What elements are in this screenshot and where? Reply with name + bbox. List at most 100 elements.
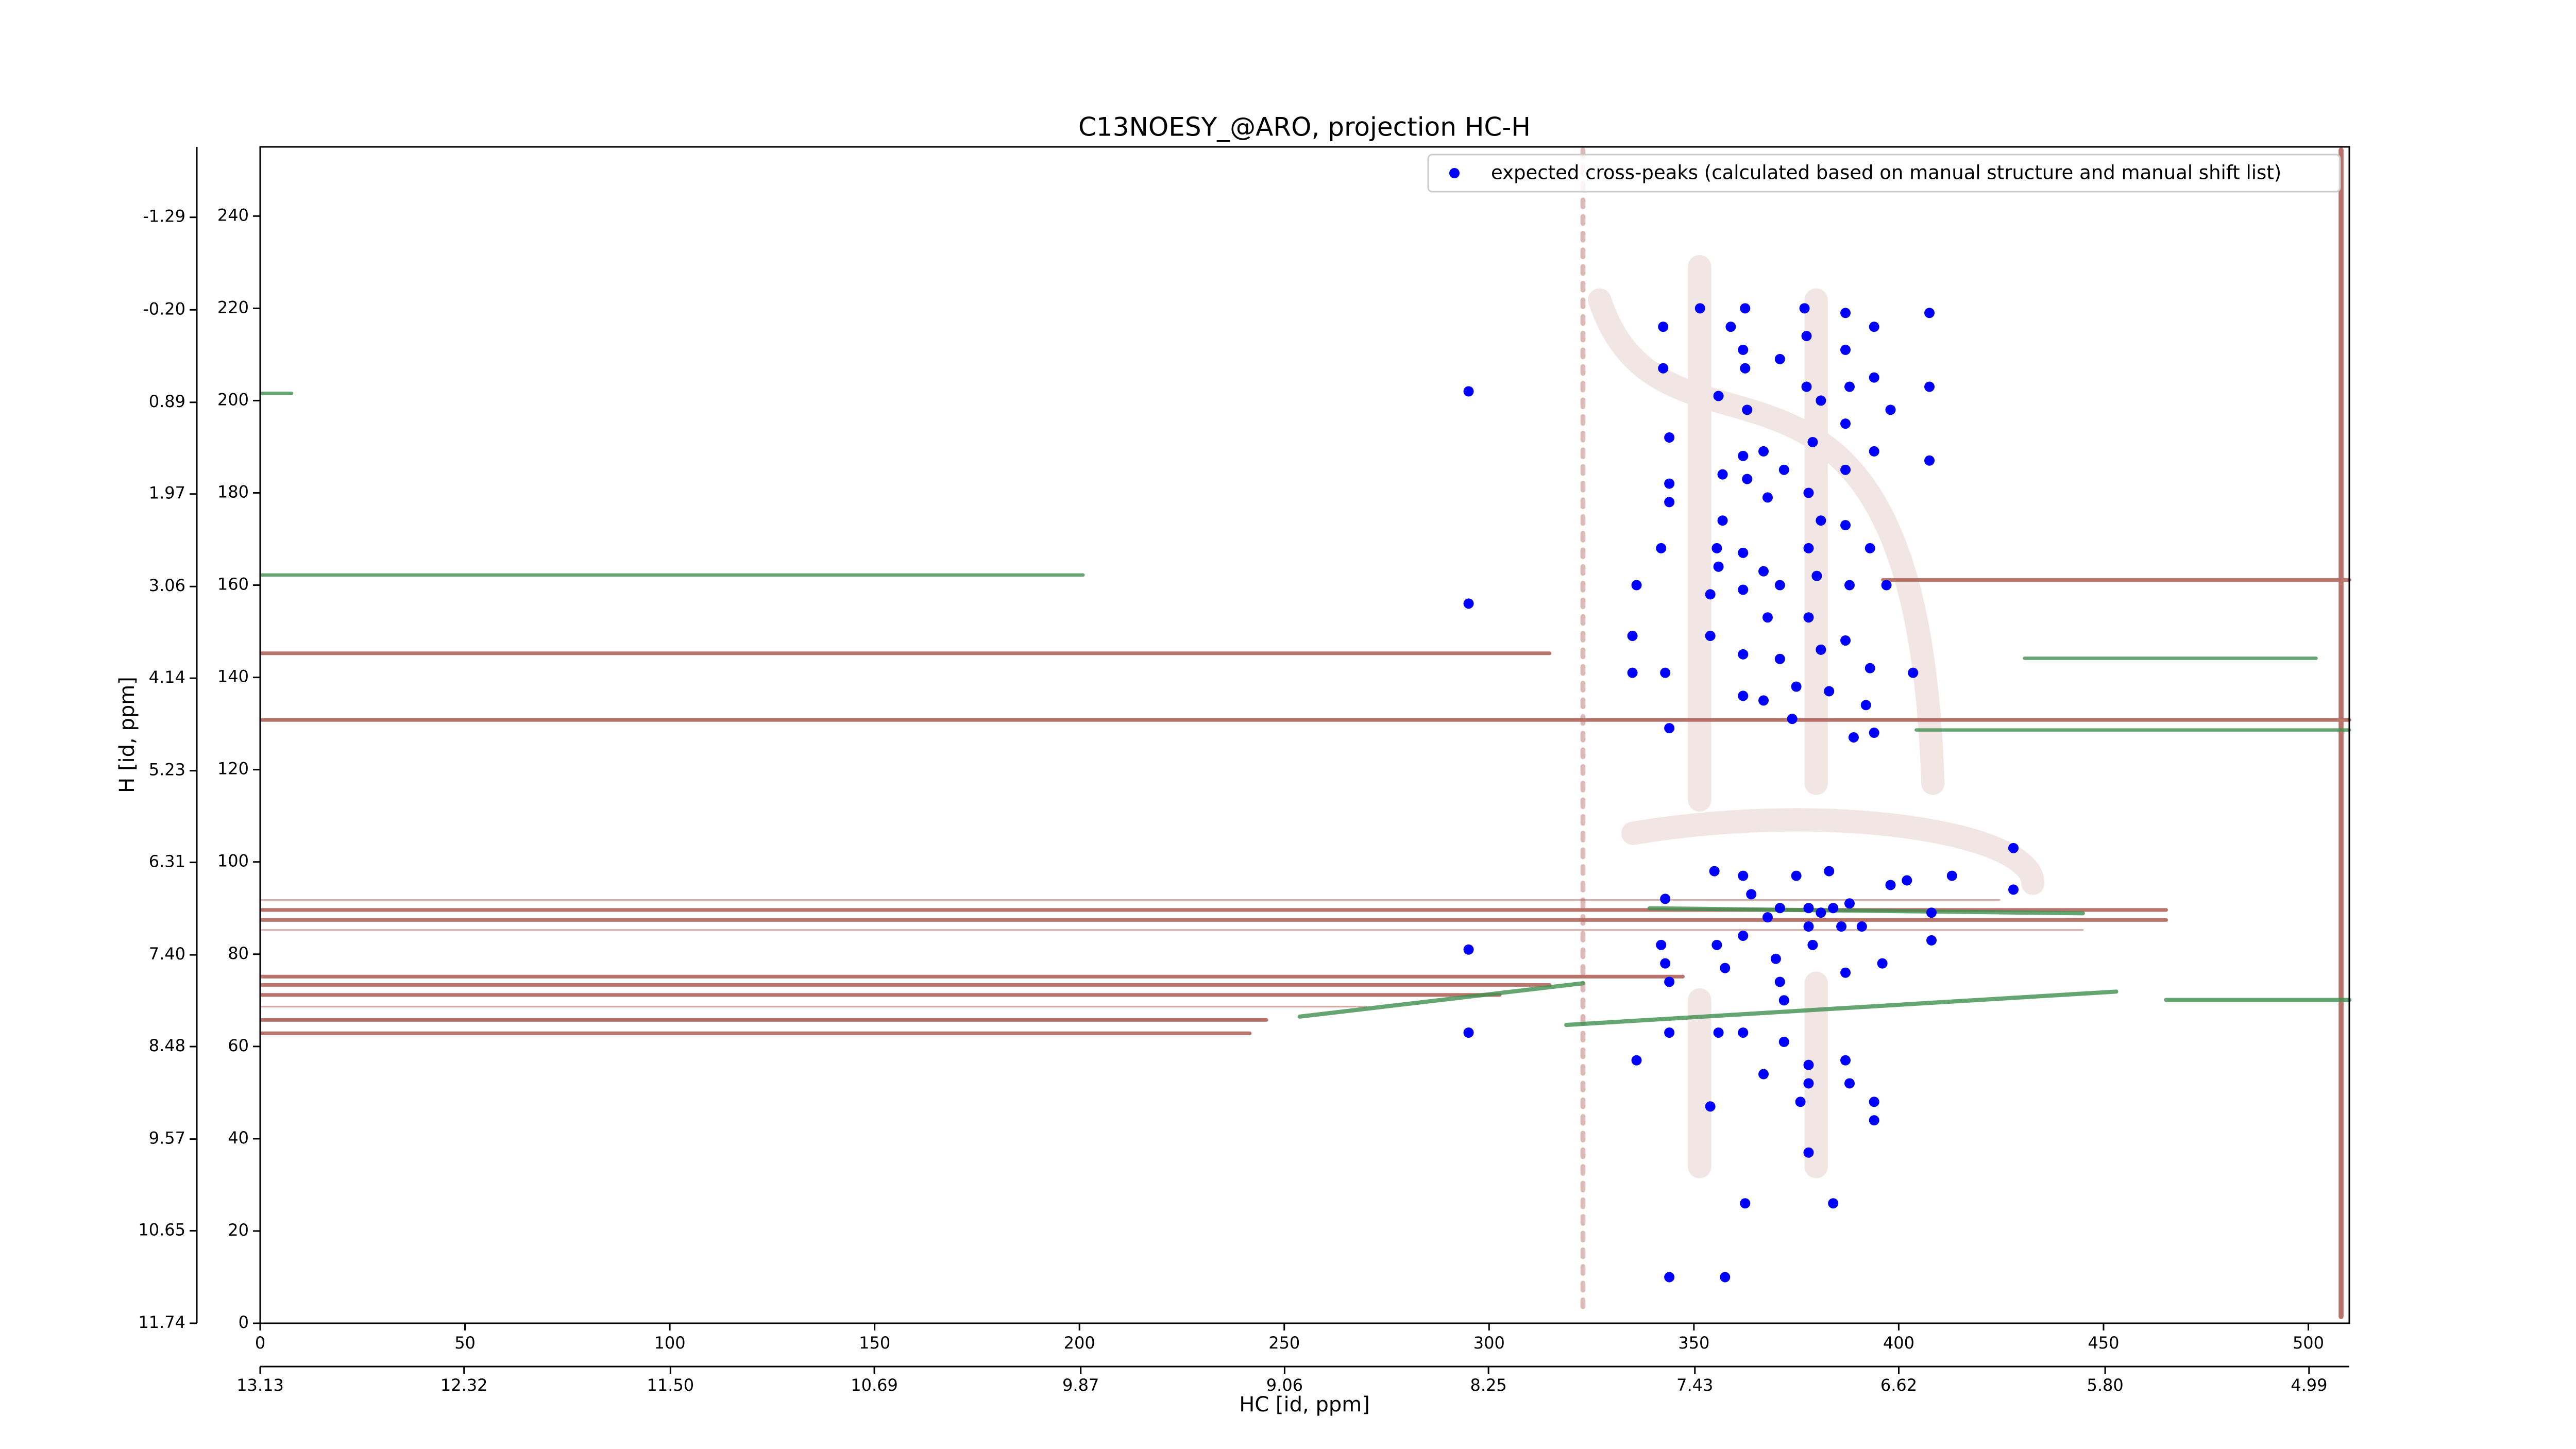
- cross-peak: [1856, 921, 1867, 932]
- cross-peak: [1738, 1027, 1749, 1038]
- x-tick-label: 0: [255, 1333, 265, 1353]
- cross-peak: [1924, 308, 1935, 318]
- cross-peak: [1705, 1101, 1716, 1112]
- plot-area: [260, 147, 2349, 1323]
- legend-label: expected cross-peaks (calculated based o…: [1491, 162, 2281, 184]
- cross-peak: [1694, 303, 1705, 314]
- cross-peak: [1711, 543, 1722, 553]
- x-tick-label: 400: [1883, 1333, 1914, 1353]
- cross-peak: [1774, 653, 1785, 664]
- cross-peak: [1869, 372, 1879, 383]
- cross-peak: [1840, 1055, 1851, 1066]
- y2-tick-label: 4.14: [149, 667, 185, 687]
- cross-peak: [1762, 612, 1773, 623]
- y2-tick-label: 6.31: [149, 852, 185, 871]
- x-tick-label: 450: [2088, 1333, 2119, 1353]
- y2-tick-label: 7.40: [149, 944, 185, 964]
- cross-peak: [1463, 944, 1474, 955]
- x2-tick-label: 13.13: [236, 1375, 284, 1395]
- x-tick-label: 300: [1473, 1333, 1505, 1353]
- cross-peak: [1758, 566, 1769, 577]
- cross-peak: [1664, 432, 1675, 443]
- cross-peak: [1738, 870, 1749, 881]
- cross-peak: [1631, 580, 1642, 591]
- y2-tick-label: 10.65: [138, 1220, 185, 1239]
- cross-peak: [1860, 700, 1871, 711]
- cross-peak: [1816, 644, 1826, 655]
- x2-tick-label: 10.69: [851, 1375, 898, 1395]
- cross-peak: [1738, 547, 1749, 558]
- cross-peak: [1664, 1272, 1675, 1283]
- cross-peak: [1770, 953, 1781, 964]
- cross-peak: [1795, 1097, 1806, 1107]
- cross-peak: [1762, 912, 1773, 923]
- cross-peak: [1885, 405, 1896, 415]
- y-tick-label: 0: [239, 1312, 249, 1332]
- cross-peak: [1803, 1078, 1814, 1089]
- cross-peak: [1807, 436, 1818, 447]
- y-tick-label: 200: [217, 390, 249, 409]
- cross-peak: [1869, 1115, 1879, 1126]
- cross-peak: [1844, 898, 1855, 909]
- y2-tick-label: 11.74: [138, 1312, 185, 1332]
- cross-peak: [1791, 870, 1802, 881]
- x-tick-label: 100: [654, 1333, 686, 1353]
- series: [1463, 303, 2019, 1283]
- cross-peak: [1746, 889, 1757, 900]
- cross-peak: [1660, 958, 1671, 969]
- y2-tick-label: 0.89: [149, 392, 185, 411]
- cross-peak: [1738, 930, 1749, 941]
- cross-peak: [1787, 714, 1798, 724]
- cross-peak: [1816, 515, 1826, 526]
- cross-peak: [1803, 921, 1814, 932]
- cross-peak: [1705, 589, 1716, 600]
- cross-peak: [1658, 322, 1669, 332]
- cross-peak: [1824, 866, 1835, 877]
- y-tick-label: 100: [217, 851, 249, 871]
- cross-peak: [1881, 580, 1892, 591]
- cross-peak: [1840, 464, 1851, 475]
- cross-peak: [1738, 690, 1749, 701]
- cross-peak: [1924, 381, 1935, 392]
- cross-peak: [1799, 303, 1810, 314]
- x2-tick-label: 4.99: [2291, 1375, 2327, 1395]
- cross-peak: [1738, 584, 1749, 595]
- cross-peak: [1627, 667, 1638, 678]
- cross-peak: [1840, 344, 1851, 355]
- x-axis-label: HC [id, ppm]: [1239, 1393, 1370, 1417]
- y2-tick-label: 8.48: [149, 1036, 185, 1055]
- legend-marker: [1449, 168, 1460, 178]
- x-tick-label: 50: [454, 1333, 476, 1353]
- cross-peak: [1627, 631, 1638, 642]
- cross-peak: [1803, 903, 1814, 914]
- cross-peak: [1742, 474, 1753, 484]
- x2-tick-label: 7.43: [1676, 1375, 1713, 1395]
- cross-peak: [2008, 843, 2019, 853]
- x2-tick-label: 12.32: [440, 1375, 488, 1395]
- cross-peak: [1664, 1027, 1675, 1038]
- cross-peak: [1807, 939, 1818, 950]
- cross-peak: [1778, 995, 1789, 1006]
- cross-peak: [1720, 1272, 1731, 1283]
- cross-peak: [1908, 667, 1919, 678]
- cross-peak: [1778, 464, 1789, 475]
- cross-peak: [1844, 381, 1855, 392]
- cross-peak: [1869, 1097, 1879, 1107]
- y-tick-label: 180: [217, 482, 249, 501]
- cross-peak: [1660, 894, 1671, 904]
- y-axis-label: H [id, ppm]: [115, 677, 139, 793]
- x-tick-label: 500: [2293, 1333, 2324, 1353]
- x-tick-label: 150: [859, 1333, 890, 1353]
- x2-tick-label: 9.87: [1062, 1375, 1099, 1395]
- cross-peak: [1713, 561, 1724, 572]
- y-tick-label: 80: [228, 943, 249, 963]
- y-tick-label: 160: [217, 575, 249, 594]
- cross-peak: [1656, 939, 1667, 950]
- y2-tick-label: 5.23: [149, 760, 185, 780]
- x2-tick-label: 11.50: [647, 1375, 694, 1395]
- cross-peak: [1664, 497, 1675, 508]
- cross-peak: [1709, 866, 1720, 877]
- plot-frame: [259, 146, 2350, 1324]
- cross-peak: [1664, 976, 1675, 987]
